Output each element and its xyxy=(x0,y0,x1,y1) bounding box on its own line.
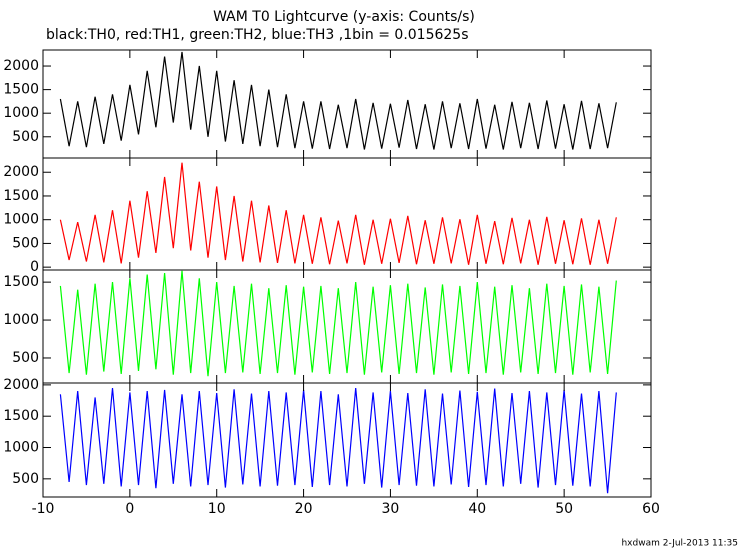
chart-subtitle: black:TH0, red:TH1, green:TH2, blue:TH3 … xyxy=(46,27,469,43)
y-tick-label: 1000 xyxy=(3,212,39,228)
x-tick-label: -10 xyxy=(32,501,55,517)
y-tick-label: 1000 xyxy=(3,440,39,456)
y-tick-label: 1000 xyxy=(3,312,39,328)
y-tick-label: 500 xyxy=(12,471,39,487)
panel-frame xyxy=(42,157,652,271)
x-tick-label: 50 xyxy=(555,501,573,517)
x-tick-label: 20 xyxy=(295,501,313,517)
x-tick-label: 40 xyxy=(468,501,486,517)
y-tick-label: 0 xyxy=(30,259,39,275)
y-tick-label: 2000 xyxy=(3,164,39,180)
y-tick-label: 2000 xyxy=(3,377,39,393)
y-tick-label: 500 xyxy=(12,235,39,251)
footer: hxdwam 2-Jul-2013 11:35 xyxy=(621,539,738,549)
light-curve xyxy=(59,51,617,150)
y-tick-label: 1000 xyxy=(3,105,39,121)
x-tick-label: 0 xyxy=(125,501,134,517)
y-tick-label: 500 xyxy=(12,350,39,366)
y-tick-label: 1500 xyxy=(3,408,39,424)
x-tick-label: 30 xyxy=(382,501,400,517)
x-tick-label: 60 xyxy=(642,501,660,517)
y-tick-label: 500 xyxy=(12,129,39,145)
light-curve xyxy=(59,387,617,494)
y-tick-label: 2000 xyxy=(3,58,39,74)
y-tick-label: 1500 xyxy=(3,82,39,98)
light-curve xyxy=(59,270,617,377)
chart-title: WAM T0 Lightcurve (y-axis: Counts/s) xyxy=(213,9,475,25)
panel-frame xyxy=(42,382,652,498)
y-tick-label: 1500 xyxy=(3,274,39,290)
light-curve xyxy=(59,162,617,265)
x-tick-label: 10 xyxy=(208,501,226,517)
panel-frame xyxy=(42,49,652,159)
y-tick-label: 1500 xyxy=(3,188,39,204)
